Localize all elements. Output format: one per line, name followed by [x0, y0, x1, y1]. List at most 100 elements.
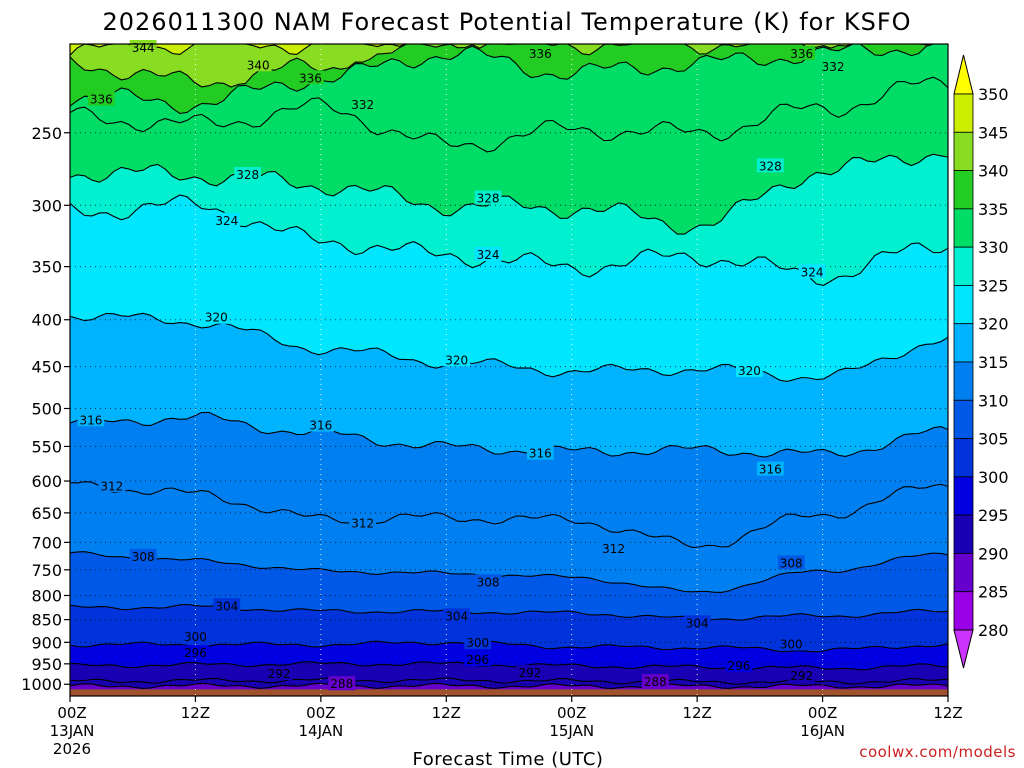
contour-label-bg-26	[777, 555, 805, 570]
contour-label-12: 324	[477, 248, 500, 262]
colorbar-label-305: 305	[978, 430, 1009, 449]
colorbar-label-280: 280	[978, 621, 1009, 640]
contour-label-20: 316	[759, 463, 782, 477]
x-tick-date-6: 16JAN	[800, 722, 845, 740]
contour-label-32: 300	[780, 638, 803, 652]
contour-label-bg-27	[213, 598, 241, 613]
y-axis: 250 300 350 400 450 500 550 600 650 700 750 800 850 9…	[21, 124, 70, 694]
contour-label-bg-39	[328, 676, 356, 691]
contour-label-bg-25	[474, 574, 502, 589]
contour-label-bg-21	[98, 478, 126, 493]
contour-label-bg-12	[474, 247, 502, 262]
contour-label-7: 332	[822, 60, 845, 74]
x-tick-time-6: 00Z	[808, 704, 837, 722]
contour-label-bg-17	[77, 412, 105, 427]
y-tick-label-300: 300	[31, 196, 62, 215]
contour-label-23: 312	[602, 542, 625, 556]
chart-title: 2026011300 NAM Forecast Potential Temper…	[102, 8, 911, 36]
y-tick-label-1000: 1000	[21, 675, 62, 694]
contour-label-bg-14	[202, 309, 230, 324]
contour-line-316	[70, 411, 948, 458]
contour-label-14: 320	[205, 311, 228, 325]
colorbar: 350 345 340 335 330 325 320 315 310 305 300 295 290 2…	[953, 54, 1009, 669]
x-tick-date-2: 14JAN	[298, 722, 343, 740]
contour-label-24: 308	[132, 550, 155, 564]
contour-label-bg-35	[725, 657, 753, 672]
contour-line-312	[70, 481, 948, 548]
contour-label-19: 316	[529, 447, 552, 461]
y-tick-label-400: 400	[31, 311, 62, 330]
contour-label-29: 304	[686, 616, 709, 630]
x-tick-time-7: 12Z	[933, 704, 962, 722]
theta-fill-layer	[70, 44, 948, 696]
contour-label-1: 340	[247, 58, 270, 72]
colorbar-label-315: 315	[978, 353, 1009, 372]
contour-label-25: 308	[477, 575, 500, 589]
contour-label-bg-22	[349, 515, 377, 530]
contour-line-296	[70, 661, 948, 671]
contour-label-bg-7	[819, 59, 847, 74]
contour-label-layer: 344 340 336 336 336 336 332 332 328 328 328 324 324 3…	[77, 39, 847, 691]
colorbar-label-290: 290	[978, 544, 1009, 563]
colorbar-band-5	[953, 285, 974, 325]
y-tick-label-350: 350	[31, 258, 62, 277]
contour-label-bg-34	[464, 652, 492, 667]
y-tick-label-800: 800	[31, 586, 62, 605]
x-tick-year-0: 2026	[53, 740, 91, 758]
contour-label-bg-31	[464, 635, 492, 650]
x-axis-label: Forecast Time (UTC)	[413, 749, 604, 768]
contour-label-5: 336	[790, 47, 813, 61]
colorbar-band-1	[953, 131, 974, 171]
colorbar-band-13	[953, 591, 974, 631]
contour-label-35: 296	[727, 659, 750, 673]
contour-line-320	[70, 312, 948, 382]
colorbar-band-2	[953, 170, 974, 210]
colorbar-band-11	[953, 514, 974, 554]
contour-label-16: 320	[738, 364, 761, 378]
contour-line-308	[70, 551, 948, 593]
contour-label-bg-23	[600, 541, 627, 556]
contour-label-37: 292	[518, 666, 541, 680]
contour-label-bg-37	[516, 664, 544, 679]
colorbar-label-330: 330	[978, 238, 1009, 257]
contour-label-bg-29	[683, 615, 711, 630]
contour-label-31: 300	[466, 636, 489, 650]
contour-label-bg-1	[244, 57, 272, 72]
contour-label-39: 288	[330, 677, 353, 691]
plot-frame	[69, 43, 949, 697]
contour-label-13: 324	[801, 265, 824, 279]
contour-label-17: 316	[79, 413, 102, 427]
x-tick-time-3: 12Z	[432, 704, 461, 722]
y-tick-label-550: 550	[31, 437, 62, 456]
contour-label-bg-5	[788, 45, 816, 60]
watermark-text: coolwx.com/models	[859, 743, 1016, 761]
contour-label-bg-9	[474, 190, 502, 205]
contour-label-15: 320	[445, 353, 468, 367]
x-tick-time-1: 12Z	[181, 704, 210, 722]
contour-label-bg-15	[443, 352, 471, 367]
colorbar-band-9	[953, 438, 974, 478]
colorbar-band-7	[953, 361, 974, 401]
contour-label-28: 304	[445, 609, 468, 623]
contour-label-34: 296	[466, 653, 489, 667]
terrain-layer	[70, 689, 948, 696]
contour-label-2: 336	[90, 93, 113, 107]
colorbar-label-340: 340	[978, 162, 1009, 181]
contour-label-30: 300	[184, 630, 207, 644]
colorbar-band-12	[953, 553, 974, 593]
terrain-ground	[70, 689, 948, 696]
contour-label-bg-3	[297, 70, 324, 85]
x-tick-time-5: 12Z	[682, 704, 711, 722]
contour-label-26: 308	[780, 556, 803, 570]
contour-label-8: 328	[236, 168, 259, 182]
x-tick-time-4: 00Z	[557, 704, 586, 722]
contour-label-bg-36	[265, 666, 293, 681]
y-tick-label-250: 250	[31, 124, 62, 143]
contour-label-bg-32	[777, 636, 805, 651]
contour-label-bg-2	[87, 91, 115, 106]
colorbar-label-345: 345	[978, 123, 1009, 142]
colorbar-label-310: 310	[978, 391, 1009, 410]
contour-label-36: 292	[268, 667, 291, 681]
contour-label-21: 312	[100, 479, 123, 493]
